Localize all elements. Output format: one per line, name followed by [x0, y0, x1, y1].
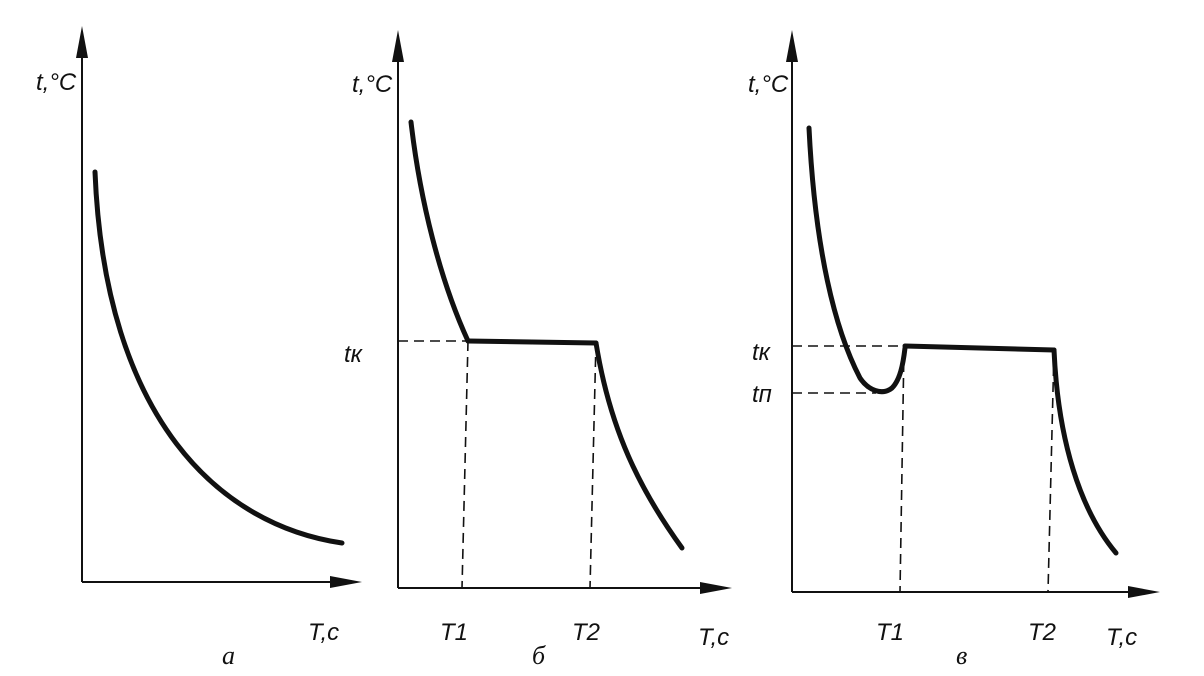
panel-a-x-axis-label: T,c — [308, 619, 339, 646]
panel-b-t2-guide — [589, 340, 597, 589]
panel-b: t,°C tк T1 T2 T,c б — [344, 30, 732, 670]
panel-b-t2-label: T2 — [572, 619, 600, 646]
panel-b-crystallization-plateau — [465, 338, 599, 346]
panel-c-crystallization-plateau — [902, 343, 1057, 353]
panel-b-tk-label: tк — [344, 341, 364, 368]
panel-c-tp-label: tп — [752, 381, 772, 408]
panel-a-y-axis-label: t,°C — [36, 69, 77, 96]
panel-c-t1-label: T1 — [876, 619, 904, 646]
panel-c-t2-label: T2 — [1028, 619, 1056, 646]
panel-b-x-axis-label: T,c — [698, 624, 729, 651]
panel-a-x-axis-arrow — [330, 576, 362, 588]
panel-c-x-axis-arrow — [1128, 586, 1160, 598]
panel-c-t1-guide — [899, 345, 905, 593]
panel-c-t2-guide — [1047, 349, 1055, 593]
panel-b-x-axis-arrow — [700, 582, 732, 594]
panel-b-label: б — [532, 641, 546, 670]
panel-b-y-axis-arrow — [392, 30, 404, 62]
panel-c-y-axis-arrow — [786, 30, 798, 62]
panel-c: t,°C tк tп T1 T2 T,c в — [748, 30, 1160, 670]
panel-c-supercooling-curve — [806, 125, 908, 395]
panel-b-t1-guide — [461, 340, 469, 589]
panel-b-t1-label: T1 — [440, 619, 468, 646]
panel-c-x-axis-label: T,c — [1106, 624, 1137, 651]
panel-b-y-axis-label: t,°C — [352, 71, 393, 98]
panel-b-cooling-segment-2 — [593, 340, 685, 551]
panel-a-y-axis-arrow — [76, 26, 88, 58]
panel-c-y-axis-label: t,°C — [748, 71, 789, 98]
panel-a-cooling-curve — [92, 169, 345, 546]
panel-c-tk-label: tк — [752, 339, 772, 366]
panel-a-label: а — [222, 641, 235, 670]
panel-a: t,°C T,c а — [36, 26, 362, 670]
panel-c-cooling-segment-2 — [1051, 347, 1119, 556]
panel-b-cooling-segment-1 — [408, 119, 471, 344]
panel-c-label: в — [956, 641, 967, 670]
